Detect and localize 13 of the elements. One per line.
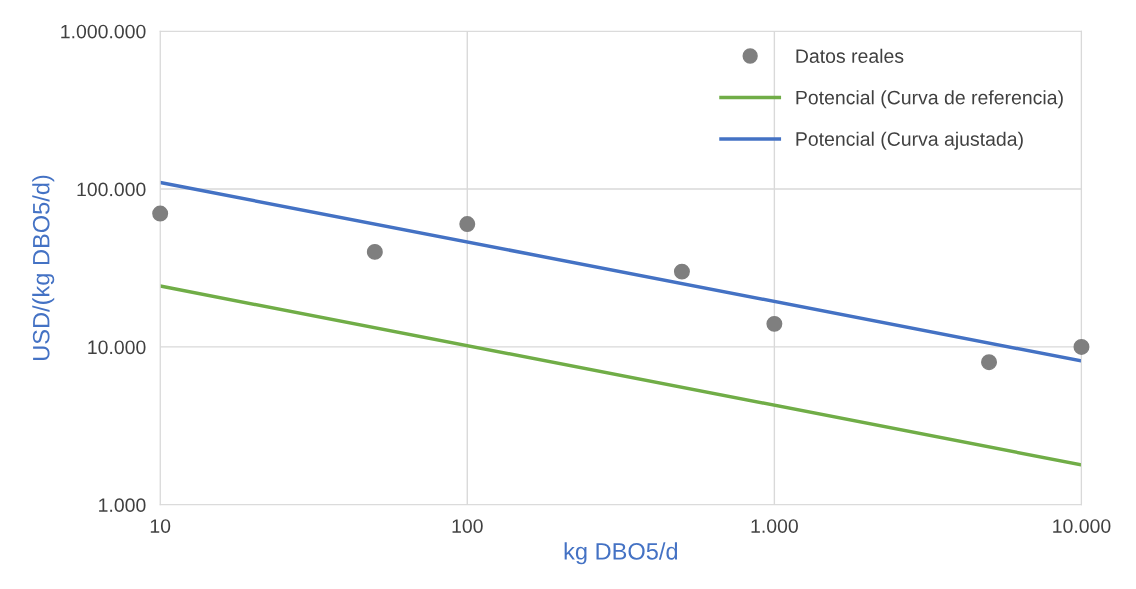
- x-tick-label: 1.000: [751, 519, 798, 533]
- x-axis-title: kg DBO5/d: [564, 542, 678, 565]
- x-tick-label: 100: [452, 519, 483, 533]
- y-axis-title: USD/(kg DBO5/d): [32, 175, 55, 360]
- legend-label: Potencial (Curva de referencia): [796, 90, 1063, 109]
- x-tick-label: 10: [150, 519, 171, 533]
- y-tick-label: 1.000.000: [61, 24, 146, 39]
- y-tick-label: 1.000: [99, 498, 146, 513]
- y-tick-label: 10.000: [88, 340, 146, 355]
- y-tick-label: 100.000: [77, 182, 146, 197]
- legend-label: Datos reales: [796, 48, 904, 63]
- legend-label: Potencial (Curva ajustada): [796, 131, 1023, 150]
- x-tick-label: 10.000: [1053, 519, 1111, 533]
